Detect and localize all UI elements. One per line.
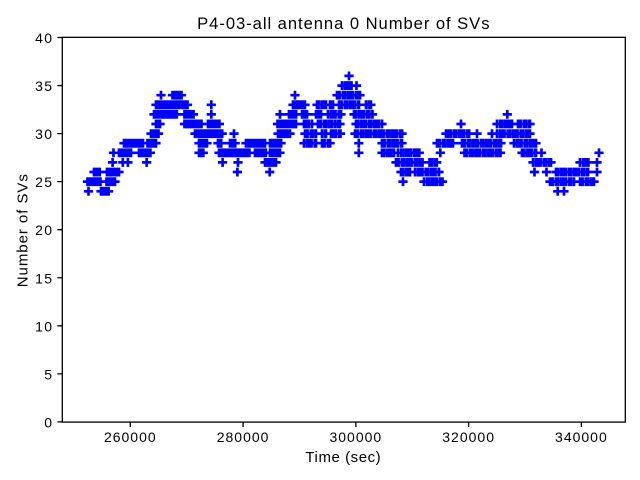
svg-text:20: 20 — [35, 222, 53, 238]
svg-text:40: 40 — [35, 30, 53, 46]
svg-text:300000: 300000 — [329, 429, 382, 445]
svg-text:260000: 260000 — [104, 429, 157, 445]
svg-text:280000: 280000 — [217, 429, 270, 445]
svg-text:Time (sec): Time (sec) — [305, 449, 381, 466]
svg-text:25: 25 — [35, 174, 53, 190]
svg-text:15: 15 — [35, 270, 53, 286]
svg-text:320000: 320000 — [442, 429, 495, 445]
svg-text:30: 30 — [35, 126, 53, 142]
svg-text:Number of SVs: Number of SVs — [15, 173, 32, 287]
svg-text:35: 35 — [35, 78, 53, 94]
svg-text:340000: 340000 — [555, 429, 608, 445]
svg-text:0: 0 — [44, 414, 53, 430]
svg-text:5: 5 — [44, 366, 53, 382]
svg-text:10: 10 — [35, 318, 53, 334]
svg-text:P4-03-all antenna 0 Number of: P4-03-all antenna 0 Number of SVs — [197, 14, 490, 33]
